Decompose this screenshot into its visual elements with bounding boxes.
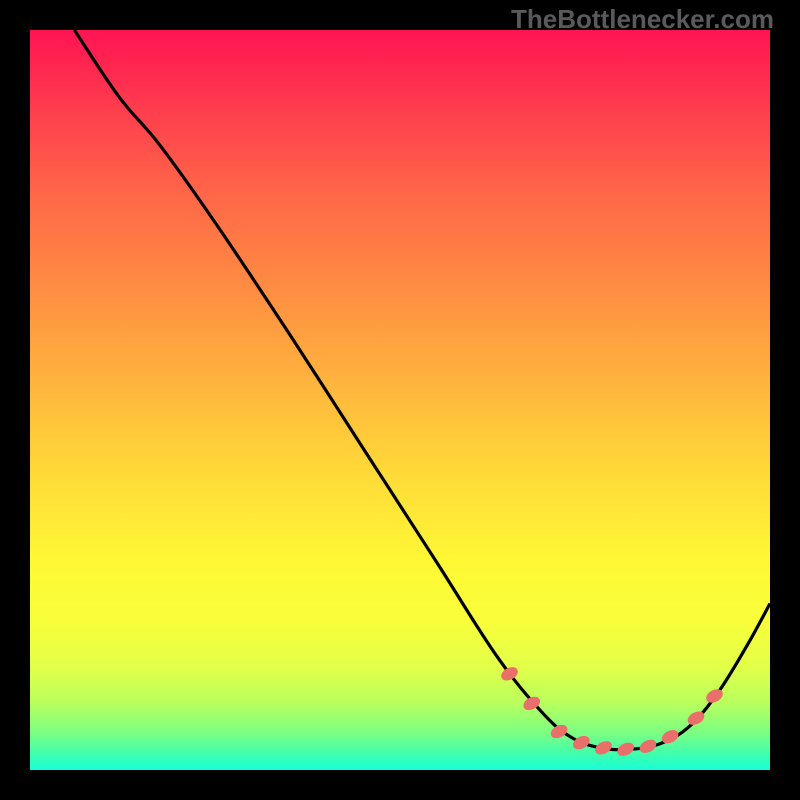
- curve-marker: [615, 740, 636, 759]
- bottleneck-curve: [30, 30, 770, 770]
- watermark-label: TheBottlenecker.com: [511, 4, 774, 34]
- curve-marker: [499, 664, 520, 683]
- watermark-text: TheBottlenecker.com: [511, 4, 774, 35]
- curve-path: [74, 30, 770, 750]
- curve-marker: [548, 722, 569, 741]
- curve-marker: [571, 733, 592, 752]
- chart-container: TheBottlenecker.com: [0, 0, 800, 800]
- curve-marker: [637, 737, 658, 756]
- curve-marker: [593, 738, 614, 757]
- plot-area: [30, 30, 770, 770]
